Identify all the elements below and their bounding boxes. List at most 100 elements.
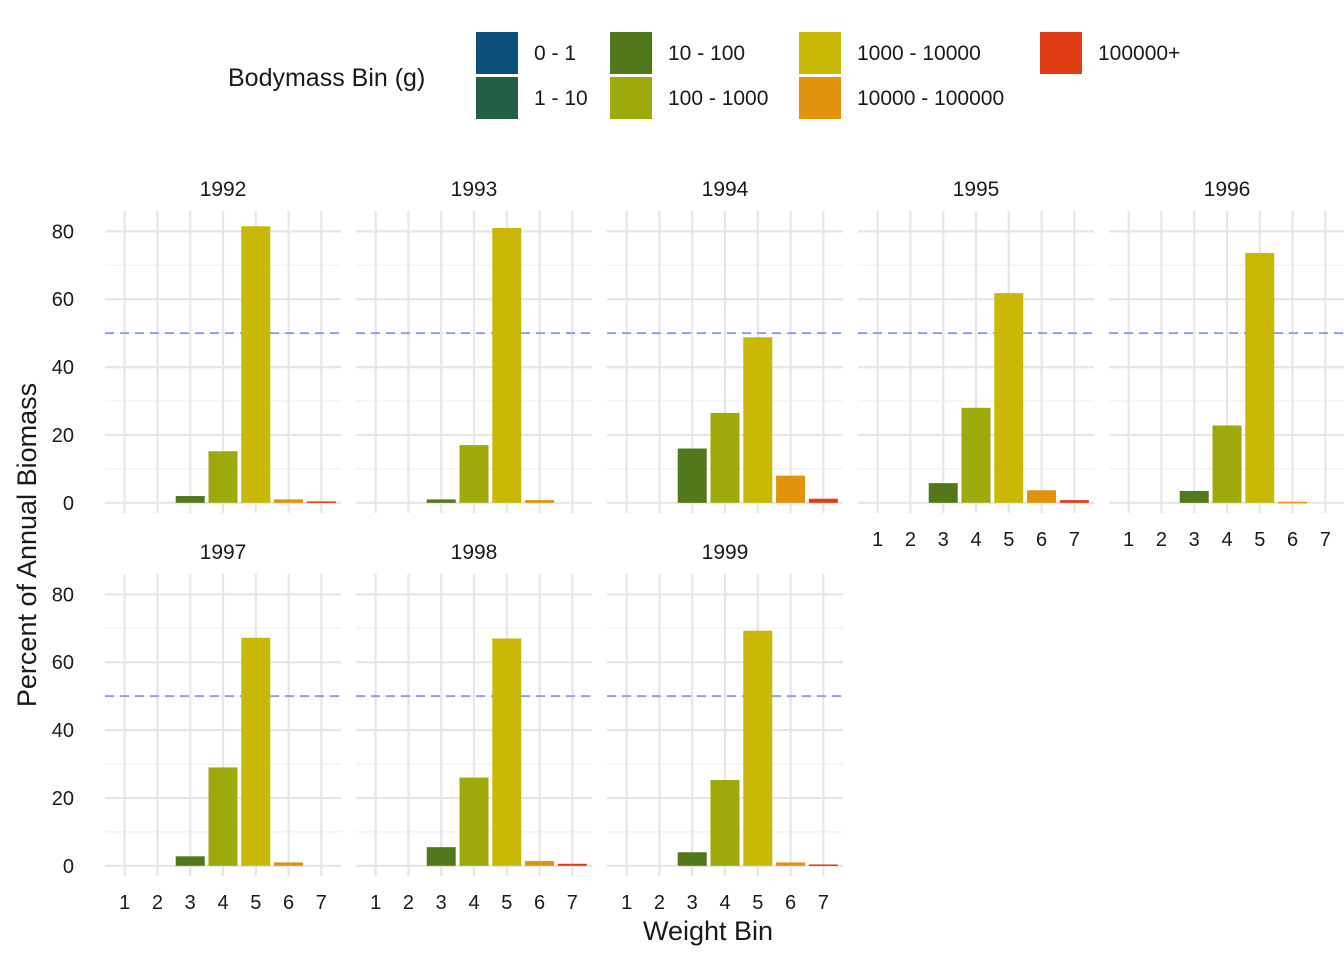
x-tick-label: 3 bbox=[436, 892, 447, 914]
panel-1997: 1997 0 20 40 60 80 1 2 3 4 5 6 7 bbox=[52, 541, 341, 914]
x-tick-label: 2 bbox=[403, 892, 414, 914]
bar-1996-bin-6 bbox=[1278, 501, 1308, 504]
x-tick-label: 3 bbox=[185, 892, 196, 914]
x-tick-label: 7 bbox=[1320, 529, 1331, 551]
bar-1997-bin-4 bbox=[208, 767, 238, 866]
x-tick-label: 4 bbox=[1221, 529, 1232, 551]
y-tick-label: 80 bbox=[52, 221, 74, 243]
bar-1992-bin-5 bbox=[241, 226, 271, 503]
bar-1995-bin-7 bbox=[1059, 500, 1089, 503]
bar-1993-bin-5 bbox=[492, 227, 522, 503]
bar-1999-bin-4 bbox=[710, 779, 740, 866]
bar-1997-bin-5 bbox=[241, 637, 271, 866]
legend-key-1 bbox=[476, 32, 518, 74]
legend-label-6: 10000 - 100000 bbox=[857, 87, 1004, 110]
bar-1998-bin-7 bbox=[557, 863, 587, 866]
panel-1992: 1992 0 20 40 60 80 bbox=[52, 178, 341, 515]
legend-label-2: 1 - 10 bbox=[534, 87, 588, 110]
legend-key-7 bbox=[1040, 32, 1082, 74]
x-tick-label: 4 bbox=[970, 529, 981, 551]
y-tick-label: 80 bbox=[52, 584, 74, 606]
bar-1996-bin-4 bbox=[1212, 425, 1242, 503]
x-tick-label: 1 bbox=[370, 892, 381, 914]
bar-1999-bin-7 bbox=[808, 864, 838, 866]
bar-1998-bin-3 bbox=[426, 847, 456, 866]
legend-key-2 bbox=[476, 77, 518, 119]
bar-1992-bin-7 bbox=[306, 501, 336, 503]
x-tick-label: 6 bbox=[785, 892, 796, 914]
x-tick-label: 7 bbox=[567, 892, 578, 914]
x-tick-label: 5 bbox=[1003, 529, 1014, 551]
panel-1999: 1999 1 2 3 4 5 6 7 bbox=[607, 541, 843, 914]
panel-title-1996: 1996 bbox=[1204, 178, 1251, 201]
x-tick-label: 2 bbox=[905, 529, 916, 551]
bar-1994-bin-3 bbox=[677, 448, 707, 503]
legend-label-4: 100 - 1000 bbox=[668, 87, 768, 110]
legend-label-1: 0 - 1 bbox=[534, 42, 576, 65]
bar-1994-bin-5 bbox=[743, 337, 773, 503]
panel-1993: 1993 bbox=[356, 178, 592, 513]
panel-title-1995: 1995 bbox=[953, 178, 1000, 201]
x-tick-label: 4 bbox=[468, 892, 479, 914]
bar-1999-bin-6 bbox=[776, 862, 806, 866]
bar-1997-bin-6 bbox=[274, 862, 304, 866]
panel-title-1998: 1998 bbox=[451, 541, 498, 564]
x-tick-label: 5 bbox=[501, 892, 512, 914]
x-tick-label: 5 bbox=[752, 892, 763, 914]
x-axis-title: Weight Bin bbox=[643, 916, 773, 946]
y-tick-label: 60 bbox=[52, 652, 74, 674]
legend-key-6 bbox=[799, 77, 841, 119]
bar-1995-bin-3 bbox=[928, 483, 958, 503]
x-tick-label: 7 bbox=[316, 892, 327, 914]
x-tick-label: 2 bbox=[654, 892, 665, 914]
y-tick-label: 0 bbox=[63, 493, 74, 515]
panel-title-1994: 1994 bbox=[702, 178, 749, 201]
x-tick-label: 6 bbox=[283, 892, 294, 914]
panel-1998: 1998 1 2 3 4 5 6 7 bbox=[356, 541, 592, 914]
bar-1996-bin-3 bbox=[1179, 490, 1209, 503]
x-tick-label: 6 bbox=[1287, 529, 1298, 551]
x-tick-label: 4 bbox=[719, 892, 730, 914]
bar-1995-bin-4 bbox=[961, 407, 991, 503]
legend-label-3: 10 - 100 bbox=[668, 42, 745, 65]
legend-label-7: 100000+ bbox=[1098, 42, 1180, 65]
bar-1994-bin-4 bbox=[710, 412, 740, 503]
legend-key-4 bbox=[610, 77, 652, 119]
panel-title-1992: 1992 bbox=[200, 178, 247, 201]
bar-1999-bin-3 bbox=[677, 852, 707, 866]
y-axis-title: Percent of Annual Biomass bbox=[12, 383, 42, 707]
x-tick-label: 1 bbox=[1123, 529, 1134, 551]
x-tick-label: 6 bbox=[534, 892, 545, 914]
y-tick-label: 0 bbox=[63, 856, 74, 878]
y-tick-label: 40 bbox=[52, 720, 74, 742]
x-tick-label: 7 bbox=[818, 892, 829, 914]
legend-label-5: 1000 - 10000 bbox=[857, 42, 981, 65]
y-tick-label: 20 bbox=[52, 425, 74, 447]
legend: Bodymass Bin (g) 0 - 1 1 - 10 10 - 100 100 … bbox=[228, 32, 1180, 119]
x-tick-label: 2 bbox=[152, 892, 163, 914]
x-tick-label: 3 bbox=[1189, 529, 1200, 551]
x-tick-label: 6 bbox=[1036, 529, 1047, 551]
bar-1992-bin-6 bbox=[274, 499, 304, 503]
bar-1997-bin-3 bbox=[175, 856, 205, 866]
legend-key-3 bbox=[610, 32, 652, 74]
y-tick-label: 40 bbox=[52, 357, 74, 379]
x-tick-label: 1 bbox=[119, 892, 130, 914]
bar-1994-bin-7 bbox=[808, 498, 838, 503]
panel-title-1999: 1999 bbox=[702, 541, 749, 564]
x-tick-label: 3 bbox=[687, 892, 698, 914]
panel-1994: 1994 bbox=[607, 178, 843, 513]
panel-title-1993: 1993 bbox=[451, 178, 498, 201]
y-tick-label: 20 bbox=[52, 788, 74, 810]
x-tick-label: 5 bbox=[250, 892, 261, 914]
bar-1993-bin-3 bbox=[426, 499, 456, 503]
bar-1998-bin-6 bbox=[525, 861, 555, 866]
x-tick-label: 4 bbox=[217, 892, 228, 914]
x-tick-label: 1 bbox=[621, 892, 632, 914]
x-tick-label: 1 bbox=[872, 529, 883, 551]
legend-key-5 bbox=[799, 32, 841, 74]
bar-1993-bin-6 bbox=[525, 500, 555, 503]
x-tick-label: 5 bbox=[1254, 529, 1265, 551]
